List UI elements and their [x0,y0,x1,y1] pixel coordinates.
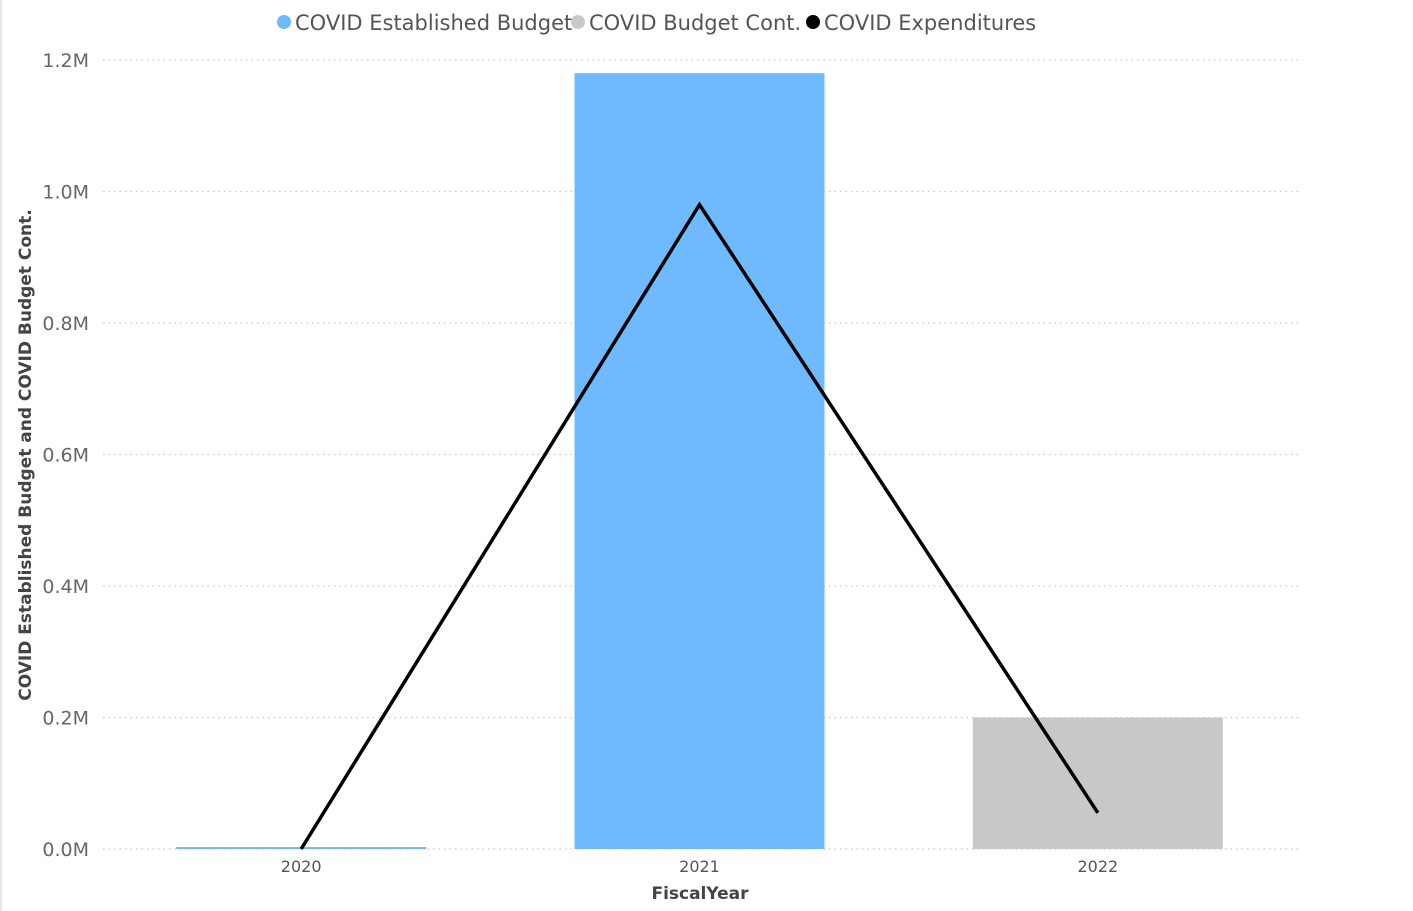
y-axis-title: COVID Established Budget and COVID Budge… [16,209,36,700]
legend-label: COVID Budget Cont. [589,11,801,35]
y-tick-label: 1.0M [42,182,89,204]
bars [176,73,1223,849]
y-tick-label: 0.4M [42,576,89,598]
legend[interactable]: COVID Established Budget COVID Budget Con… [277,11,1036,35]
y-tick-label: 0.6M [42,445,89,467]
x-tick-label: 2021 [679,857,720,876]
y-axis-ticks: 0.0M 0.2M 0.4M 0.6M 0.8M 1.0M 1.2M [42,50,89,861]
legend-label: COVID Expenditures [824,11,1036,35]
legend-marker [571,15,585,29]
y-tick-label: 1.2M [42,50,89,72]
bar-covid-budget-cont--2022[interactable] [972,717,1223,850]
bar-covid-established-budget-2021[interactable] [574,73,825,849]
legend-marker [806,15,820,29]
legend-item-covid-established-budget[interactable]: COVID Established Budget [277,11,572,35]
legend-item-covid-budget-cont-[interactable]: COVID Budget Cont. [571,11,801,35]
expenditure-line-layer [299,201,1100,850]
x-axis-ticks: 2020 2021 2022 [281,857,1118,876]
x-tick-label: 2022 [1077,857,1118,876]
x-tick-label: 2020 [281,857,322,876]
legend-label: COVID Established Budget [295,11,572,35]
y-tick-label: 0.0M [42,839,89,861]
legend-item-covid-expenditures[interactable]: COVID Expenditures [806,11,1036,35]
y-tick-label: 0.8M [42,313,89,335]
y-tick-label: 0.2M [42,708,89,730]
x-axis-title: FiscalYear [651,884,749,904]
legend-marker [277,15,291,29]
